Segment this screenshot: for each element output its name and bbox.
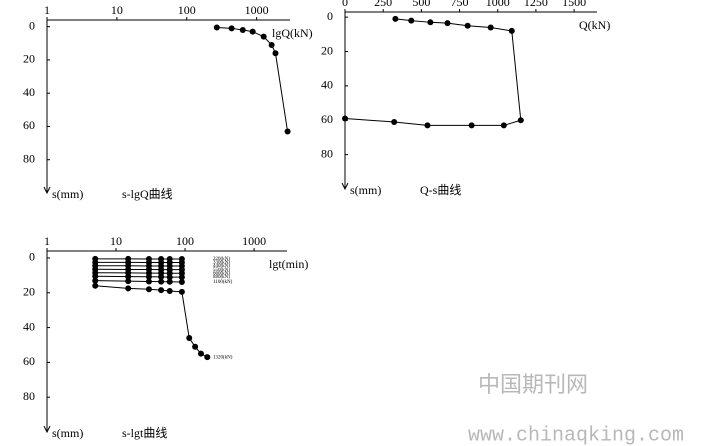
data-point bbox=[391, 118, 398, 125]
data-point bbox=[213, 24, 220, 31]
data-point bbox=[260, 33, 267, 40]
data-point bbox=[125, 278, 132, 285]
y-tick-label: 20 bbox=[23, 52, 35, 66]
x-tick-label: 750 bbox=[451, 0, 469, 9]
x-tick-label: 1000 bbox=[245, 3, 269, 17]
y-tick-label: 20 bbox=[23, 285, 35, 299]
data-point bbox=[92, 282, 99, 289]
x-tick-label: 1000 bbox=[242, 234, 266, 248]
y-axis-arrow bbox=[341, 182, 349, 191]
data-point bbox=[342, 115, 348, 122]
data-point bbox=[204, 354, 211, 361]
series-label: 1100(kN) bbox=[213, 280, 233, 285]
series-label: 330(kN) bbox=[213, 261, 230, 266]
series-label: 220(kN) bbox=[213, 257, 230, 262]
x-tick-label: 10 bbox=[111, 3, 123, 17]
watermark-url: www.chinaqking.com bbox=[468, 424, 684, 446]
series-line bbox=[344, 18, 522, 126]
data-point bbox=[178, 278, 185, 285]
x-tick-label: 500 bbox=[412, 0, 430, 9]
y-tick-label: 40 bbox=[23, 319, 35, 333]
x-tick-label: 100 bbox=[178, 3, 196, 17]
data-point bbox=[272, 50, 279, 57]
y-axis-label: s(mm) bbox=[52, 426, 83, 440]
y-axis-label: s(mm) bbox=[350, 183, 381, 197]
data-point bbox=[508, 27, 515, 34]
data-point bbox=[239, 26, 246, 33]
data-point bbox=[249, 28, 256, 35]
data-point bbox=[284, 128, 291, 135]
x-axis-label: lgQ(kN) bbox=[272, 26, 313, 40]
data-point bbox=[145, 273, 152, 280]
series-label: 880(kN) bbox=[213, 275, 230, 280]
x-tick-label: 100 bbox=[176, 234, 194, 248]
data-point bbox=[92, 277, 99, 284]
y-axis-arrow bbox=[43, 425, 51, 434]
data-point bbox=[166, 278, 173, 285]
y-tick-label: 80 bbox=[23, 389, 35, 403]
chart-title: s-lgt曲线 bbox=[122, 426, 167, 440]
data-point bbox=[125, 273, 132, 280]
data-point bbox=[487, 24, 494, 31]
y-tick-label: 40 bbox=[321, 78, 333, 92]
data-point bbox=[424, 122, 431, 129]
x-tick-label: 1000 bbox=[486, 0, 510, 9]
data-point bbox=[158, 278, 165, 285]
data-point bbox=[228, 25, 235, 32]
x-tick-label: 1 bbox=[44, 234, 50, 248]
x-tick-label: 1 bbox=[44, 3, 50, 17]
y-tick-label: 60 bbox=[23, 118, 35, 132]
data-point bbox=[158, 287, 165, 294]
x-tick-label: 1500 bbox=[562, 0, 586, 9]
series-line bbox=[216, 26, 289, 132]
data-point bbox=[92, 273, 99, 280]
data-point bbox=[186, 335, 193, 342]
data-point bbox=[392, 15, 399, 22]
data-point bbox=[197, 350, 204, 357]
data-point bbox=[192, 343, 199, 350]
series-label: 660(kN) bbox=[213, 271, 230, 276]
watermark-name: 中国期刊网 bbox=[478, 372, 588, 397]
series-label: 1320(kN) bbox=[213, 355, 233, 360]
y-axis-arrow bbox=[43, 186, 51, 195]
data-point bbox=[178, 288, 185, 295]
y-tick-label: 20 bbox=[321, 43, 333, 57]
y-axis-label: s(mm) bbox=[52, 187, 83, 201]
series-line bbox=[95, 285, 208, 358]
y-tick-label: 40 bbox=[23, 85, 35, 99]
data-point bbox=[408, 17, 415, 24]
y-tick-label: 60 bbox=[23, 354, 35, 368]
series-label: 440(kN) bbox=[213, 264, 230, 269]
y-tick-label: 0 bbox=[327, 9, 333, 23]
data-point bbox=[178, 274, 185, 281]
data-point bbox=[464, 22, 471, 29]
data-point bbox=[158, 273, 165, 280]
data-point bbox=[166, 288, 173, 295]
x-tick-label: 10 bbox=[110, 234, 122, 248]
data-point bbox=[166, 274, 173, 281]
x-tick-label: 250 bbox=[374, 0, 392, 9]
chart-title: s-lgQ曲线 bbox=[122, 187, 173, 201]
x-tick-label: 1250 bbox=[524, 0, 548, 9]
y-tick-label: 0 bbox=[29, 250, 35, 264]
data-point bbox=[468, 122, 475, 129]
x-axis-label: Q(kN) bbox=[579, 18, 610, 32]
data-point bbox=[268, 41, 275, 48]
data-point bbox=[444, 20, 451, 27]
series-label: 550(kN) bbox=[213, 268, 230, 273]
data-point bbox=[125, 285, 132, 292]
chart-title: Q-s曲线 bbox=[420, 183, 461, 197]
data-point bbox=[517, 117, 524, 124]
y-tick-label: 60 bbox=[321, 112, 333, 126]
data-point bbox=[427, 19, 434, 26]
y-tick-label: 80 bbox=[321, 146, 333, 160]
data-point bbox=[145, 286, 152, 293]
data-point bbox=[500, 122, 507, 129]
x-tick-label: 0 bbox=[342, 0, 348, 9]
data-point bbox=[145, 278, 152, 285]
y-tick-label: 80 bbox=[23, 151, 35, 165]
y-tick-label: 0 bbox=[29, 18, 35, 32]
x-axis-label: lgt(min) bbox=[269, 257, 308, 271]
